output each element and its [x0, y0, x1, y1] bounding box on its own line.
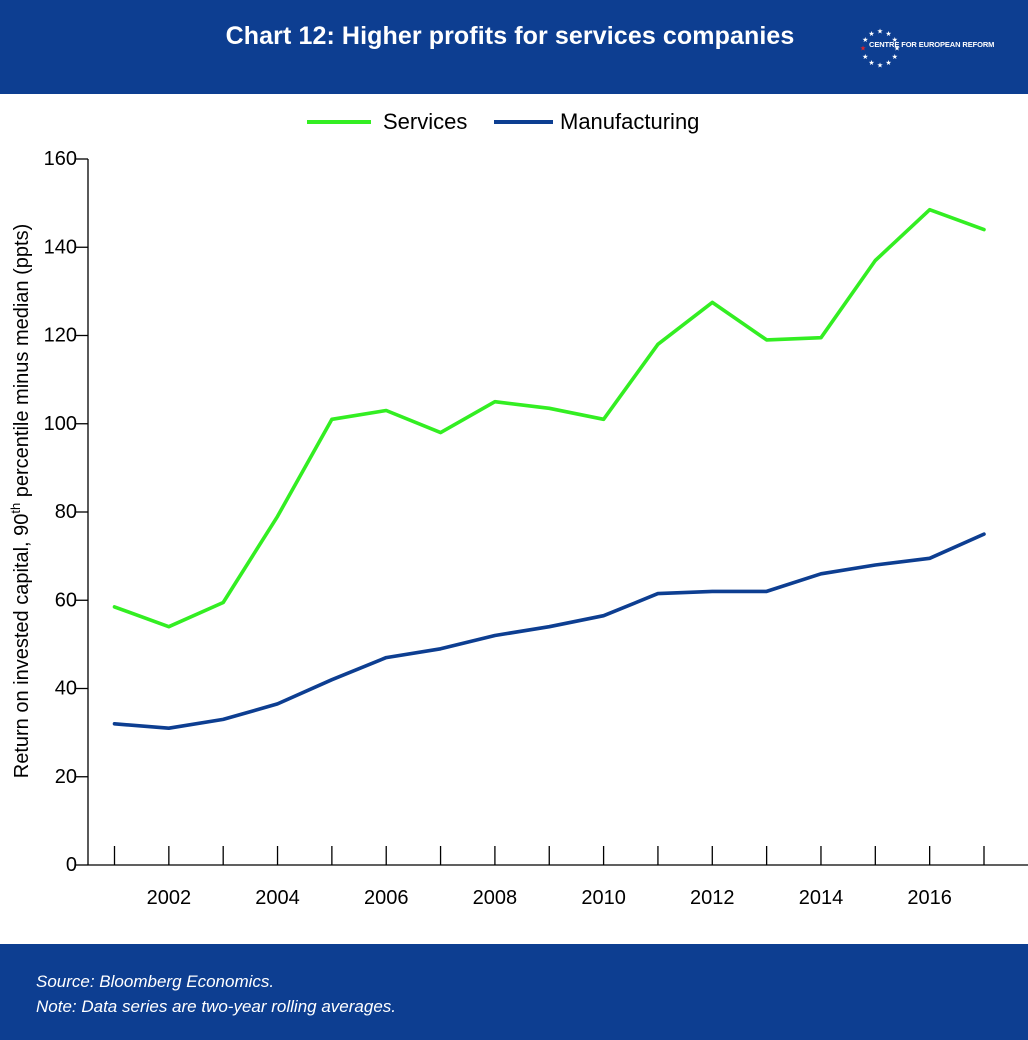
chart-title: Chart 12: Higher profits for services co…: [225, 22, 795, 50]
chart-footer: Source: Bloomberg Economics. Note: Data …: [0, 944, 1028, 1040]
y-tick-label: 60: [55, 589, 77, 611]
logo-star: ★: [885, 30, 891, 38]
y-tick-label: 120: [44, 325, 77, 347]
y-tick-label: 160: [44, 148, 77, 170]
y-tick-label: 140: [44, 236, 77, 258]
data-note: Note: Data series are two-year rolling a…: [36, 997, 396, 1016]
line-chart: 0 20 40 60 80 100 120 140 160 2002 2004 2006 2008 201…: [8, 109, 1028, 909]
eu-stars-logo-icon: ★ ★★★★★★★★★★★: [860, 28, 900, 70]
x-tick-label: 2006: [364, 887, 409, 909]
logo-star: ★: [877, 28, 883, 36]
x-tick-label: 2004: [255, 887, 300, 909]
logo-star: ★: [868, 59, 874, 67]
y-tick-label: 20: [55, 766, 77, 788]
logo-star: ★: [862, 36, 868, 44]
y-tick-label: 0: [66, 854, 77, 876]
logo-star: ★: [894, 45, 900, 53]
x-tick-label: 2012: [690, 887, 735, 909]
logo-star: ★: [877, 62, 883, 70]
y-tick-label: 40: [55, 678, 77, 700]
x-tick-label: 2016: [907, 887, 952, 909]
y-tick-label: 100: [44, 413, 77, 435]
x-tick-label: 2002: [147, 887, 192, 909]
y-tick-label: 80: [55, 501, 77, 523]
logo-star: ★: [868, 30, 874, 38]
logo-star: ★: [885, 59, 891, 67]
logo-text: CENTRE FOR EUROPEAN REFORM: [869, 40, 995, 49]
x-tick-label: 2008: [473, 887, 518, 909]
source-note: Source: Bloomberg Economics.: [36, 972, 275, 991]
series-line-manufacturing: [112, 532, 986, 731]
x-tick-label: 2014: [799, 887, 844, 909]
logo-star: ★: [892, 53, 898, 61]
legend-label-manufacturing: Manufacturing: [560, 109, 699, 134]
chart-header: Chart 12: Higher profits for services co…: [0, 0, 1028, 94]
x-tick-label: 2010: [581, 887, 626, 909]
logo-star: ★: [862, 53, 868, 61]
y-axis-label: Return on invested capital, 90th percent…: [8, 224, 33, 778]
legend-label-services: Services: [383, 109, 467, 134]
logo-star: ★: [860, 45, 866, 53]
logo-star: ★: [892, 36, 898, 44]
series-line-services: [112, 207, 986, 629]
